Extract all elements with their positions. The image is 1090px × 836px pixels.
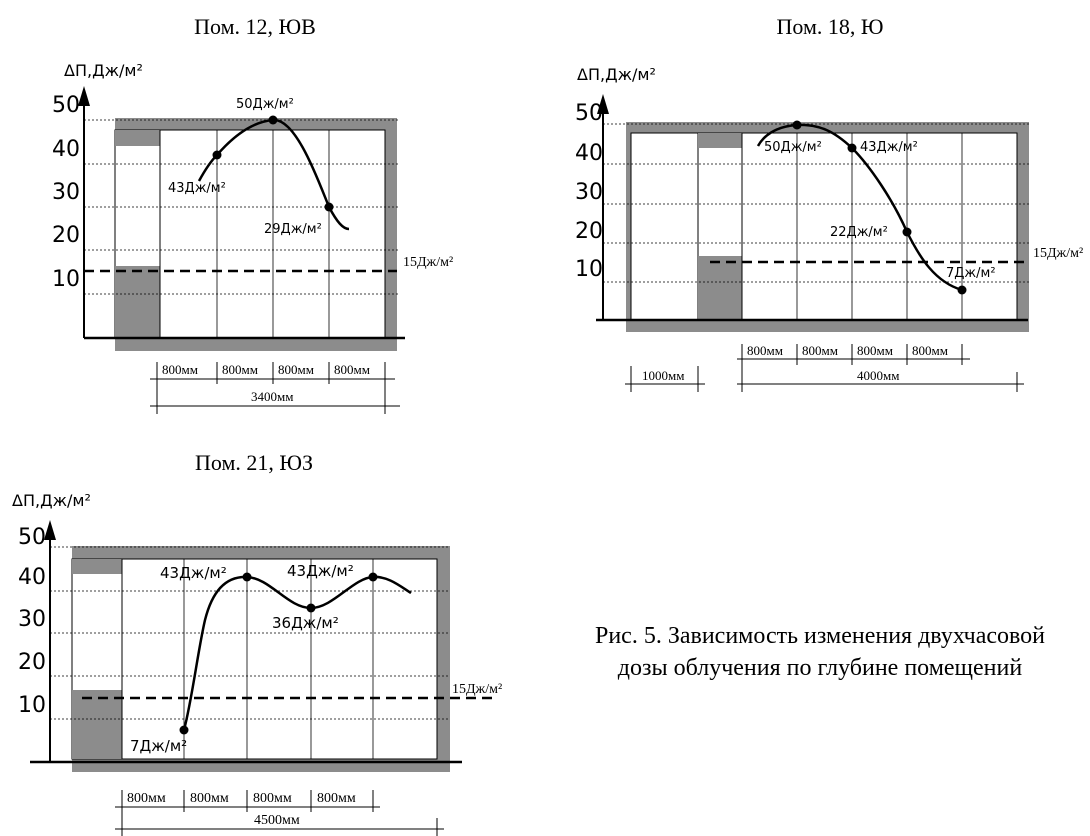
chart-room-12: Пом. 12, ЮВ ΔП,Дж/м² 50 40 30 20 10 15Дж… [52, 14, 453, 414]
dimension-label: 800мм [317, 791, 356, 806]
data-point [324, 202, 334, 212]
room-interior [121, 558, 438, 760]
right-wall [385, 118, 397, 350]
dimension-label: 800мм [253, 791, 292, 806]
y-tick-label: 20 [18, 650, 46, 675]
data-point [242, 572, 252, 582]
right-wall [437, 546, 450, 772]
data-point [902, 227, 912, 237]
chart-title: Пом. 21, ЮЗ [195, 450, 313, 475]
y-tick-label: 30 [575, 180, 603, 205]
chart-room-18: Пом. 18, Ю ΔП,Дж/м² 50 40 30 20 10 15Дж/… [575, 14, 1083, 392]
data-point [268, 115, 278, 125]
data-point [792, 120, 802, 130]
floor-slab [626, 320, 1029, 332]
room-interior [159, 129, 386, 339]
dimension-label: 800мм [334, 362, 370, 377]
y-tick-label: 10 [18, 693, 46, 718]
dimension-label: 800мм [857, 343, 893, 358]
data-point [957, 285, 967, 295]
y-axis-label: ΔП,Дж/м² [64, 61, 143, 80]
y-tick-label: 20 [52, 223, 80, 248]
data-label: 50Дж/м² [764, 140, 822, 155]
y-axis-label: ΔП,Дж/м² [12, 491, 91, 510]
dimension-total: 4500мм [254, 813, 300, 828]
chart-title: Пом. 12, ЮВ [194, 14, 316, 39]
data-label: 22Дж/м² [830, 225, 888, 240]
data-point [179, 725, 189, 735]
dimension-left-room: 1000мм [642, 368, 684, 383]
dose-curve [756, 123, 963, 292]
left-outer-wall [626, 133, 631, 320]
y-axis-arrow [597, 94, 609, 114]
y-tick-label: 10 [52, 267, 80, 292]
y-tick-label: 20 [575, 219, 603, 244]
data-label: 43Дж/м² [860, 140, 918, 155]
data-label: 36Дж/м² [272, 614, 339, 632]
data-label: 43Дж/м² [287, 562, 354, 580]
dimension-label: 800мм [747, 343, 783, 358]
caption-line-1: Рис. 5. Зависимость изменения двухчасово… [594, 623, 1046, 649]
data-point [368, 572, 378, 582]
data-point [212, 150, 222, 160]
y-tick-label: 40 [575, 141, 603, 166]
left-room-interior [630, 132, 699, 321]
floor-slab [115, 338, 397, 351]
dimension-lines [625, 344, 1024, 392]
y-axis-arrow [78, 86, 90, 106]
dimension-lines [115, 790, 444, 836]
threshold-label: 15Дж/м² [1033, 246, 1083, 261]
data-label: 7Дж/м² [130, 737, 187, 755]
data-point [306, 603, 316, 613]
data-label: 43Дж/м² [168, 181, 226, 196]
y-axis-label: ΔП,Дж/м² [577, 65, 656, 84]
window-sill [698, 256, 742, 320]
caption-line-2: дозы облучения по глубине помещений [617, 655, 1023, 681]
window-lintel [698, 133, 742, 148]
window-sill [72, 690, 122, 759]
dimension-lines [150, 362, 400, 414]
dimension-label: 800мм [127, 791, 166, 806]
y-tick-label: 30 [18, 607, 46, 632]
threshold-label: 15Дж/м² [452, 682, 502, 697]
chart-title: Пом. 18, Ю [776, 14, 883, 39]
data-label: 43Дж/м² [160, 564, 227, 582]
data-label: 7Дж/м² [946, 266, 996, 281]
y-gridlines [84, 119, 398, 295]
chart-room-21: Пом. 21, ЮЗ ΔП,Дж/м² 50 40 30 20 10 15Дж… [12, 450, 502, 836]
y-tick-label: 50 [18, 525, 46, 550]
y-tick-label: 40 [52, 137, 80, 162]
dimension-label: 800мм [190, 791, 229, 806]
y-tick-label: 40 [18, 565, 46, 590]
y-tick-label: 30 [52, 180, 80, 205]
right-wall [1017, 122, 1029, 332]
dimension-label: 800мм [278, 362, 314, 377]
data-point [847, 143, 857, 153]
window-lintel [115, 130, 160, 146]
ceiling-wall [72, 546, 450, 559]
window-lintel [72, 559, 122, 574]
dimension-label: 800мм [802, 343, 838, 358]
y-gridlines [50, 546, 450, 720]
ceiling-wall [626, 122, 1029, 133]
figure-caption: Рис. 5. Зависимость изменения двухчасово… [560, 620, 1080, 684]
y-gridlines [603, 123, 1030, 283]
dimension-total: 4000мм [857, 368, 899, 383]
dimension-label: 800мм [222, 362, 258, 377]
y-tick-label: 50 [575, 101, 603, 126]
dimension-label: 800мм [912, 343, 948, 358]
y-axis-arrow [44, 520, 56, 540]
window-sill [115, 266, 160, 338]
dimension-label: 800мм [162, 362, 198, 377]
y-tick-label: 10 [575, 257, 603, 282]
data-label: 29Дж/м² [264, 222, 322, 237]
dimension-total: 3400мм [251, 389, 293, 404]
y-tick-label: 50 [52, 93, 80, 118]
y-tick-labels: 50 40 30 20 10 [52, 93, 80, 292]
data-label: 50Дж/м² [236, 97, 294, 112]
threshold-label: 15Дж/м² [403, 255, 453, 270]
